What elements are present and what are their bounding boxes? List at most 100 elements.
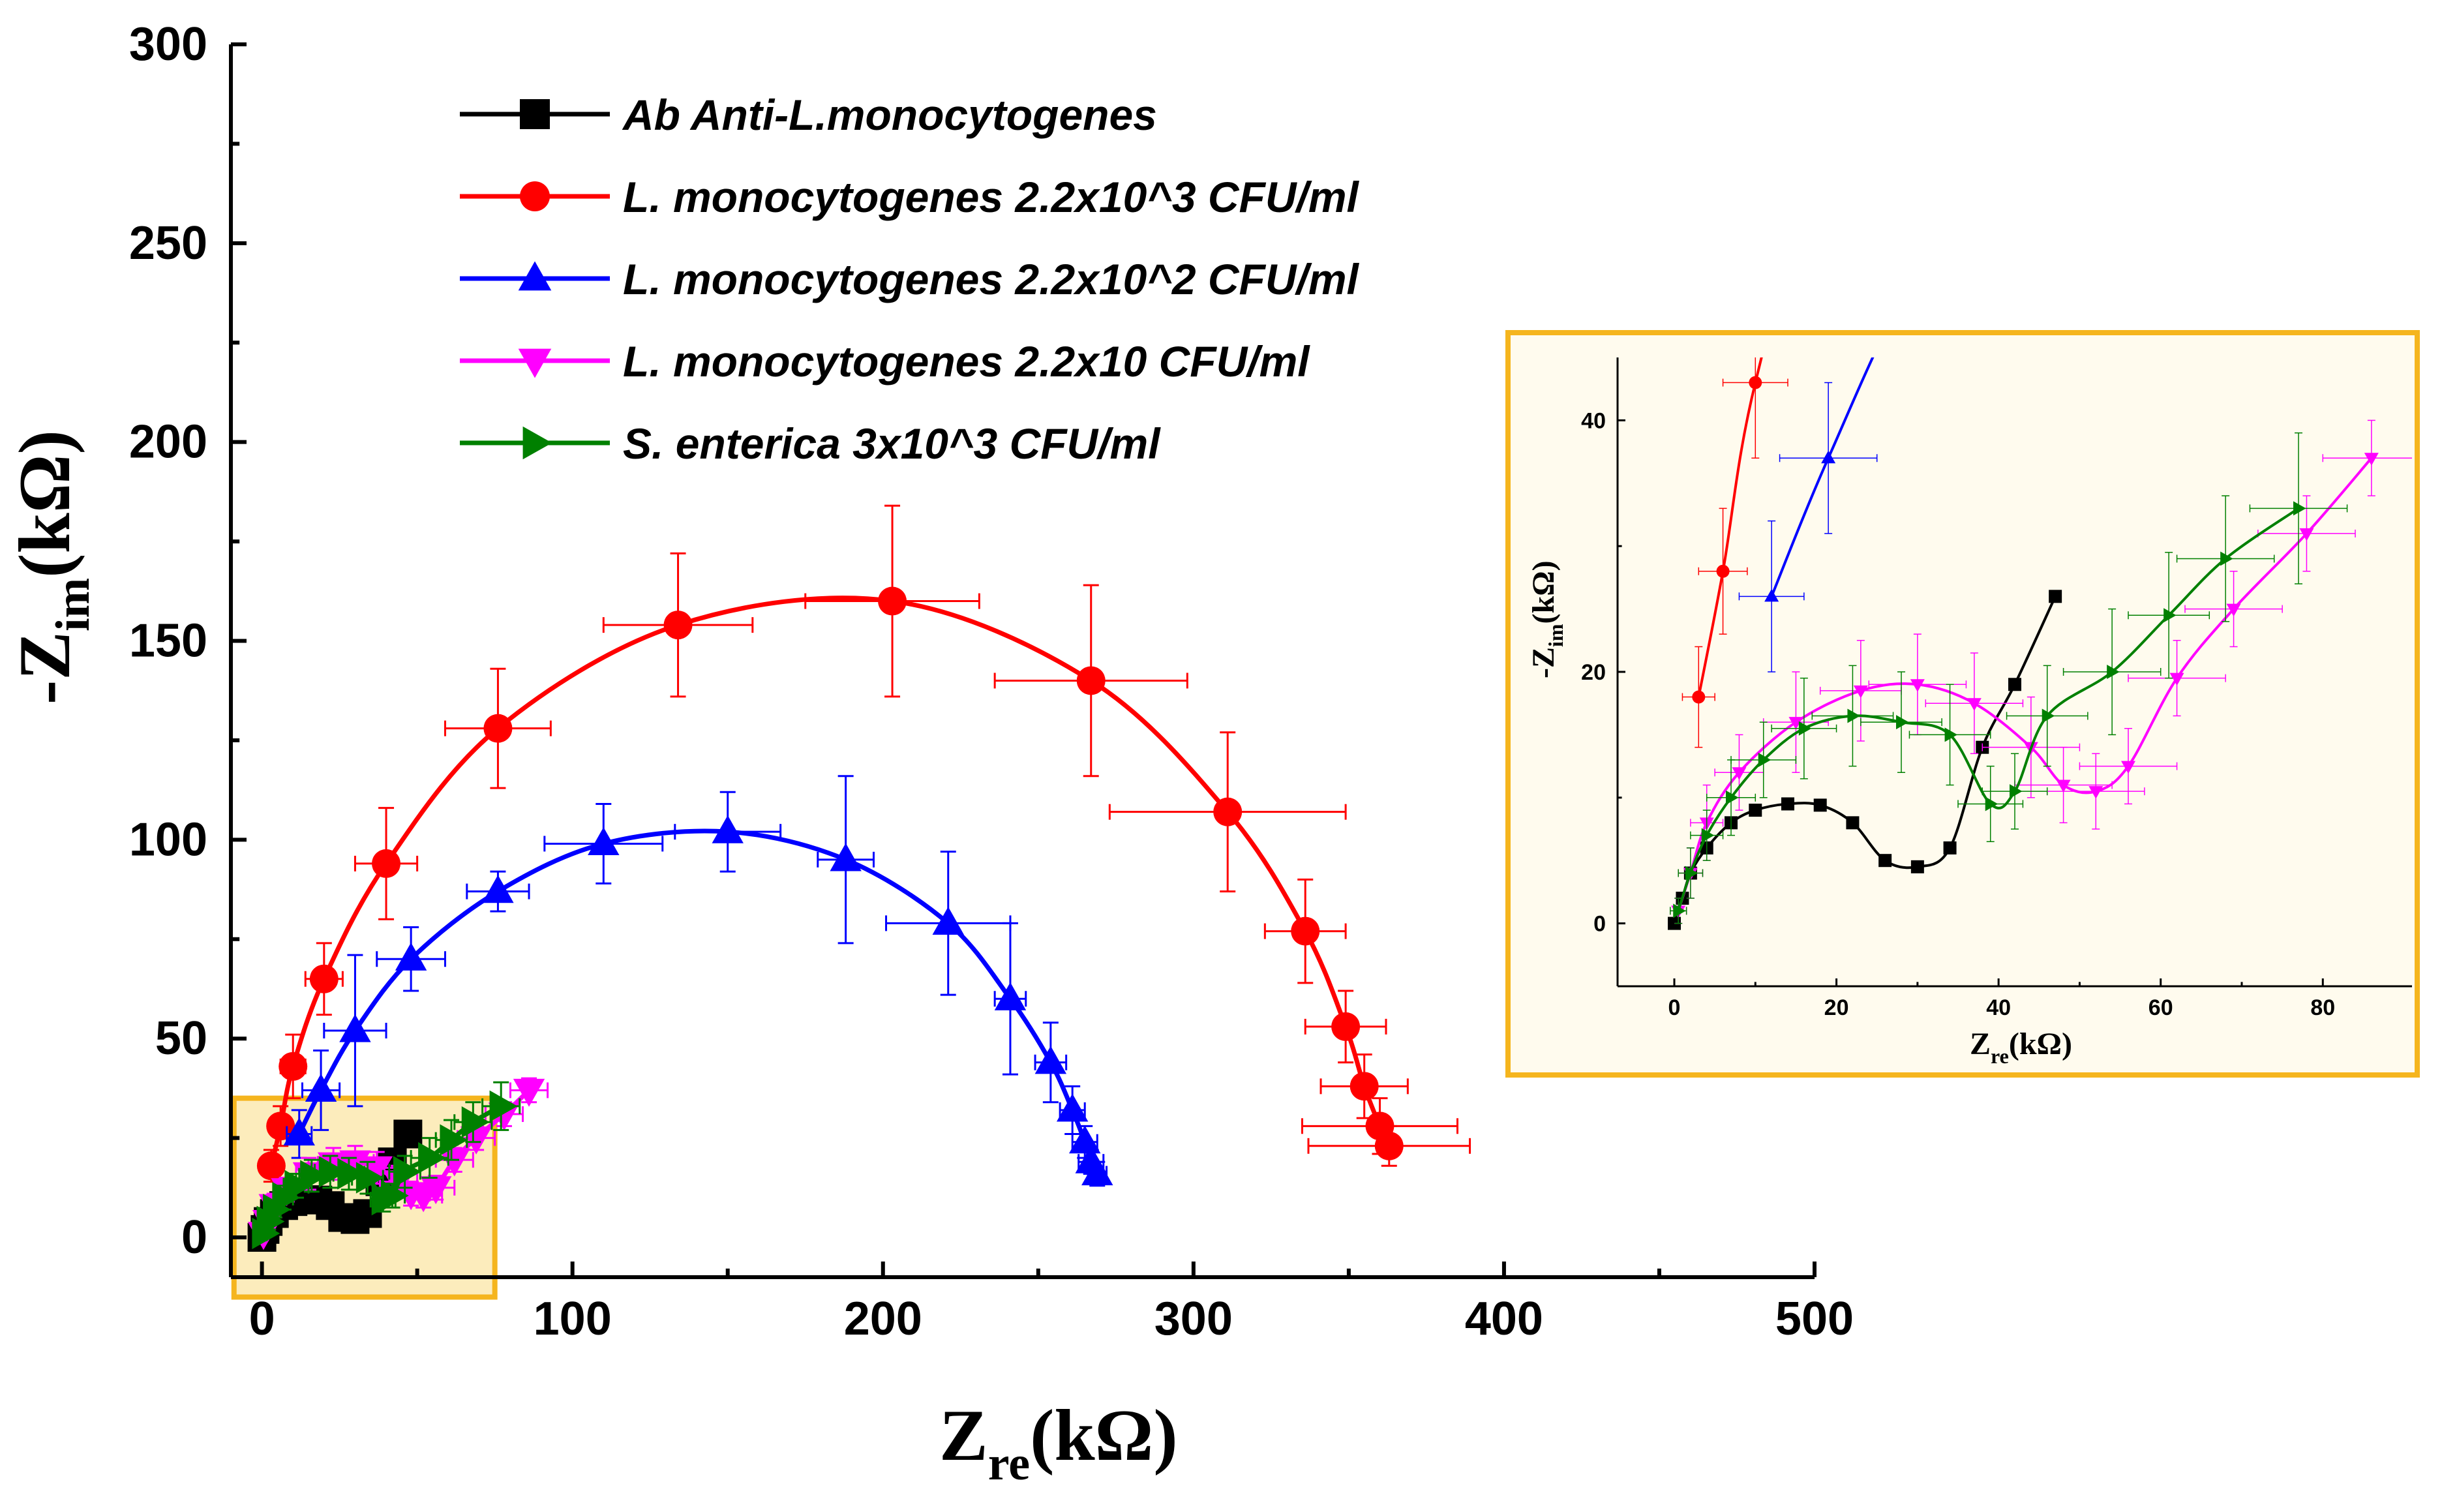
data-point — [361, 1156, 393, 1185]
data-point — [2163, 608, 2177, 623]
x-tick-label: 60 — [2148, 995, 2173, 1020]
data-point — [994, 982, 1027, 1010]
data-point — [355, 1162, 384, 1194]
data-point — [1798, 721, 1812, 736]
data-point — [1668, 916, 1681, 930]
data-point — [461, 1106, 490, 1138]
legend-label: L. monocytogenes 2.2x10^2 CFU/ml — [623, 255, 1360, 303]
data-point — [2010, 784, 2023, 799]
data-point — [372, 849, 401, 878]
series-1 — [256, 504, 1471, 1183]
series-4 — [252, 1081, 521, 1250]
data-point — [1985, 796, 1998, 811]
data-point — [305, 1074, 337, 1102]
legend-marker — [520, 181, 550, 211]
legend-marker — [522, 426, 552, 460]
data-point — [2226, 603, 2241, 617]
y-axis-title: -Zim(kΩ) — [5, 430, 100, 704]
inset-plot-area — [1668, 357, 2412, 930]
data-point — [1846, 816, 1860, 830]
inset-x-axis-title: Zre(kΩ) — [1970, 1027, 2072, 1068]
series-4 — [1670, 432, 2348, 924]
x-tick-label: 0 — [249, 1293, 275, 1345]
data-point — [1781, 797, 1794, 811]
data-point — [2220, 551, 2233, 566]
y-tick-label: 50 — [155, 1012, 207, 1065]
data-point — [440, 1124, 468, 1156]
x-tick-label: 500 — [1775, 1293, 1854, 1345]
data-point — [1374, 1131, 1404, 1160]
data-point — [393, 1156, 421, 1188]
data-point — [318, 1156, 347, 1188]
data-point — [2056, 779, 2071, 793]
data-point — [712, 815, 744, 843]
data-point — [1910, 679, 1925, 692]
data-point — [1213, 797, 1243, 826]
data-point — [1813, 798, 1827, 812]
data-point — [1788, 717, 1803, 730]
x-tick-label: 200 — [844, 1293, 922, 1345]
data-point — [1349, 1072, 1379, 1101]
data-point — [932, 907, 964, 935]
data-point — [1847, 708, 1860, 723]
data-point — [1967, 698, 1982, 711]
data-point — [2121, 761, 2135, 774]
x-axis-title: Zre(kΩ) — [939, 1395, 1178, 1490]
x-tick-label: 0 — [1668, 995, 1681, 1020]
x-tick-label: 80 — [2310, 995, 2335, 1020]
x-tick-label: 100 — [534, 1293, 612, 1345]
legend: Ab Anti-L.monocytogenes L. monocytogenes … — [460, 91, 1360, 468]
data-point — [489, 1090, 518, 1123]
series-2 — [1738, 357, 1878, 673]
data-point — [418, 1142, 446, 1174]
y-tick-label: 0 — [181, 1211, 207, 1263]
data-point — [878, 586, 907, 616]
data-point — [1716, 564, 1730, 578]
data-point — [2008, 678, 2021, 691]
data-point — [2299, 528, 2314, 541]
y-tick-label: 250 — [129, 217, 207, 269]
data-point — [309, 964, 339, 993]
data-point — [2107, 665, 2120, 679]
y-tick-label: 150 — [129, 615, 207, 667]
data-point — [256, 1151, 286, 1181]
data-point — [2364, 453, 2379, 466]
data-point — [1749, 376, 1762, 389]
data-point — [1692, 690, 1706, 704]
data-point — [380, 1179, 409, 1212]
data-point — [1758, 752, 1771, 767]
data-point — [830, 843, 862, 871]
x-tick-label: 40 — [1986, 995, 2011, 1020]
data-point — [588, 827, 620, 856]
data-point — [1069, 1125, 1101, 1154]
data-point — [1821, 450, 1836, 464]
data-point — [1943, 841, 1957, 854]
data-point — [513, 1078, 545, 1107]
y-tick-label: 20 — [1581, 660, 1606, 685]
data-point — [1081, 1157, 1113, 1186]
data-point — [1732, 767, 1747, 780]
data-point — [337, 1158, 366, 1190]
data-point — [1764, 588, 1779, 602]
data-point — [395, 942, 427, 971]
legend-label: L. monocytogenes 2.2x10^3 CFU/ml — [623, 173, 1360, 221]
data-point — [2049, 590, 2062, 603]
data-point — [1291, 916, 1320, 946]
data-point — [1944, 727, 1958, 742]
data-point — [1034, 1046, 1067, 1074]
inset-frame — [1505, 330, 2420, 1078]
inset-axes: 0 20 40 60 80 0 20 40 — [1581, 357, 2412, 1020]
data-point — [393, 1119, 423, 1149]
data-point — [1056, 1093, 1089, 1122]
data-point — [279, 1051, 308, 1081]
data-point — [2293, 501, 2306, 516]
legend-marker — [518, 261, 552, 291]
data-point — [663, 611, 693, 640]
data-point — [1685, 866, 1698, 881]
series-1 — [1681, 357, 1788, 748]
data-point — [1749, 804, 1762, 817]
data-point — [2042, 708, 2055, 723]
